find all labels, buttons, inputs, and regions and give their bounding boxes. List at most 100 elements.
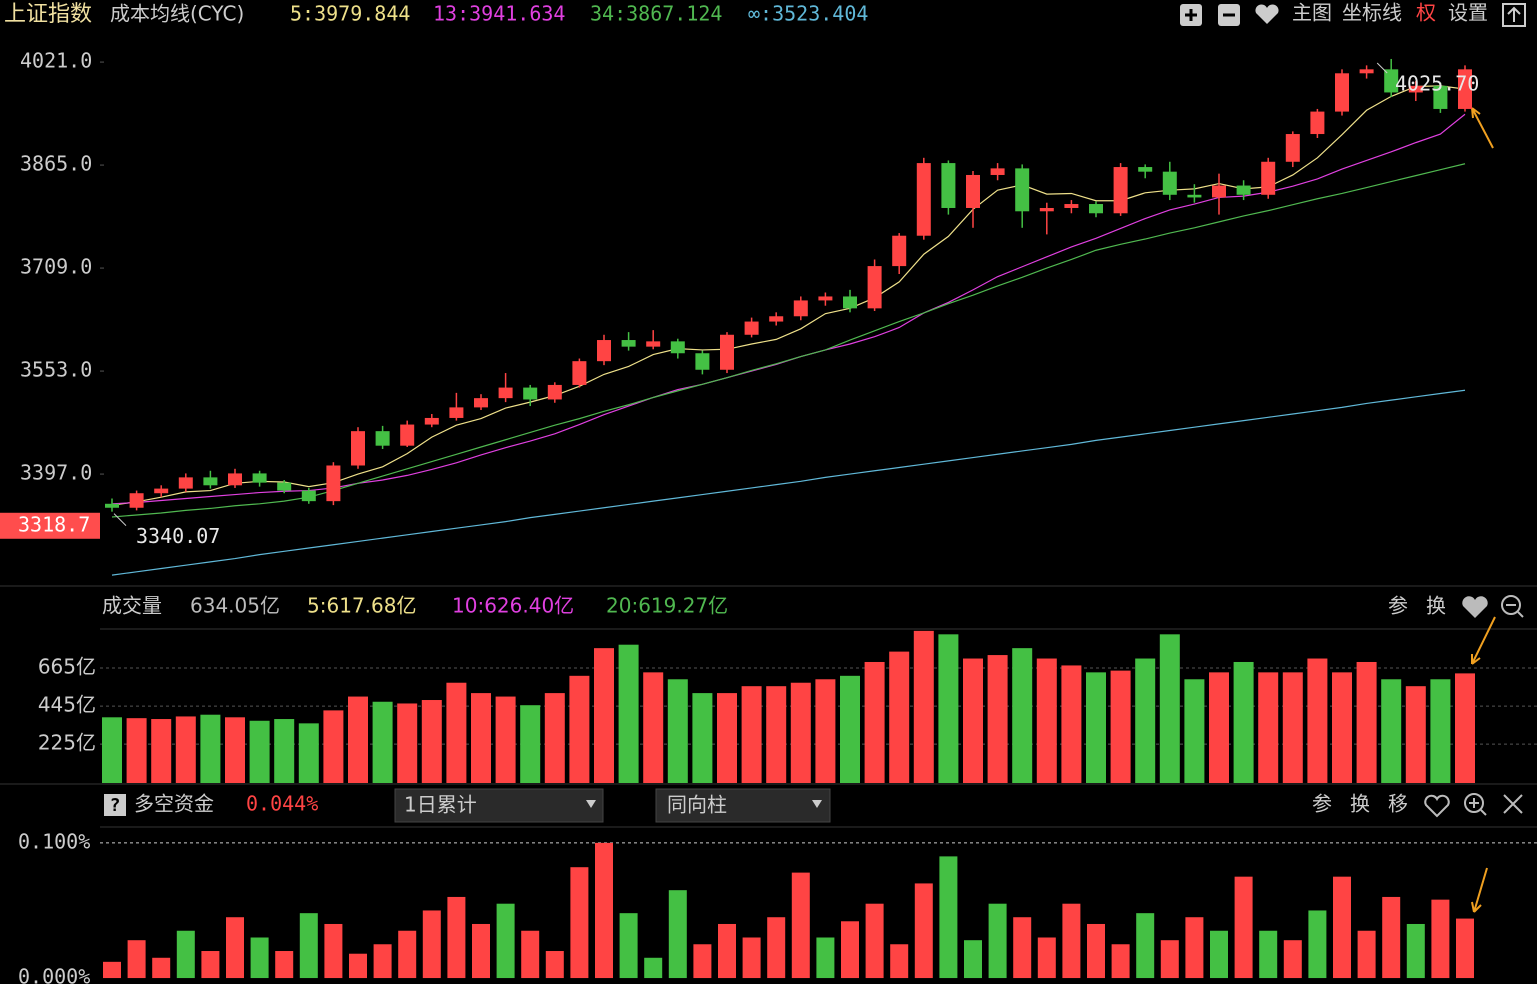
fund-bar: [1062, 903, 1081, 979]
candle-body: [203, 477, 218, 486]
legend-entry: 634.05亿: [190, 594, 280, 618]
fund-bar: [1259, 930, 1278, 979]
candle-body: [818, 296, 833, 301]
candle-body: [301, 490, 316, 502]
favorite-button[interactable]: [1255, 4, 1279, 24]
close-button[interactable]: [1503, 794, 1523, 814]
volume-bar: [1405, 686, 1426, 783]
candle-body: [1113, 167, 1128, 214]
candle-body: [646, 341, 661, 347]
svg-text:?: ?: [110, 795, 121, 816]
fund-bar: [127, 940, 146, 979]
volume-bar: [520, 705, 541, 783]
fund-bar: [299, 913, 318, 979]
volume-bar: [249, 720, 270, 783]
fund-bar: [693, 944, 712, 979]
favorite-button[interactable]: [1462, 596, 1488, 618]
zoom-in-button[interactable]: [1180, 4, 1202, 26]
volume-bar: [471, 693, 491, 783]
candle-body: [1359, 69, 1374, 74]
fund-bar: [447, 896, 466, 979]
arrow: [1471, 867, 1488, 913]
toolbar-item[interactable]: 主图: [1292, 1, 1332, 25]
candle-body: [277, 482, 292, 491]
fund-bar: [201, 951, 220, 979]
high-annotation: 4025.70: [1395, 71, 1479, 95]
volume-bar: [1282, 672, 1303, 783]
fund-bar: [398, 930, 417, 979]
fund-bar: [1382, 896, 1401, 979]
annotation-arrow: [113, 513, 127, 527]
volume-bar: [667, 679, 688, 783]
candle-body: [916, 163, 931, 236]
volume-bar: [102, 717, 122, 783]
candle-body: [966, 174, 980, 208]
volume-bar: [569, 675, 590, 783]
volume-bar: [1209, 672, 1229, 783]
candle-body: [1015, 168, 1030, 212]
fund-bar: [1406, 923, 1425, 979]
arrow: [1471, 107, 1494, 149]
zoom-button[interactable]: [1501, 595, 1524, 618]
volume-bar: [1135, 658, 1156, 783]
candle-body: [326, 465, 341, 502]
fund-bar: [1160, 940, 1179, 979]
dropdown[interactable]: [655, 788, 831, 823]
pane-button[interactable]: 移: [1388, 792, 1408, 816]
toolbar-item[interactable]: 坐标线: [1342, 1, 1402, 25]
dropdown[interactable]: [394, 788, 604, 823]
dropdown-label[interactable]: 1日累计: [404, 793, 477, 817]
fund-bar: [1308, 910, 1327, 979]
fund-bar: [914, 883, 933, 979]
candle-body: [1261, 161, 1276, 195]
candle-body: [449, 407, 464, 418]
volume-bar: [421, 700, 442, 783]
candle-body: [1236, 185, 1251, 195]
fund-bar: [1431, 899, 1450, 979]
candle-body: [1433, 85, 1448, 109]
toolbar-item[interactable]: 设置: [1448, 1, 1488, 25]
fund-bar: [545, 951, 564, 979]
candle-body: [474, 398, 488, 408]
fund-bar: [964, 940, 982, 979]
help-button[interactable]: ?: [104, 794, 126, 816]
dropdown-label[interactable]: 同向柱: [667, 793, 727, 817]
ma-legend: 5:3979.844 13:3941.634 34:3867.124 ∞:3523.4…: [290, 2, 868, 26]
candle-body: [744, 321, 759, 335]
volume-bar: [372, 701, 393, 783]
toolbar-item[interactable]: 权: [1416, 1, 1436, 25]
candle-body: [892, 235, 907, 267]
candle-body: [1408, 85, 1423, 93]
pane-button[interactable]: 参: [1388, 594, 1408, 618]
volume-bar: [323, 710, 344, 783]
legend-entry: 34:3867.124: [590, 2, 722, 26]
collapse-button[interactable]: [1502, 3, 1526, 27]
current-price-label: 3318.7: [18, 512, 90, 536]
pane-button[interactable]: 换: [1350, 792, 1370, 816]
candle-body: [572, 361, 587, 385]
volume-bar: [200, 714, 221, 783]
zoom-out-button[interactable]: [1218, 4, 1240, 26]
candle-body: [547, 384, 562, 400]
volume-bar: [1061, 665, 1082, 783]
volume-bar: [913, 630, 934, 783]
candle-body: [1335, 73, 1349, 112]
pane-button[interactable]: 参: [1312, 792, 1332, 816]
fund-bar: [865, 903, 884, 979]
volume-bar: [618, 644, 639, 783]
y-tick-label: 225亿: [38, 731, 96, 755]
pane-button[interactable]: 换: [1426, 594, 1446, 618]
favorite-button[interactable]: [1424, 794, 1450, 818]
volume-bar: [348, 696, 368, 783]
volume-bar: [1159, 634, 1180, 783]
candle-body: [990, 168, 1005, 175]
zoom-button[interactable]: [1464, 793, 1487, 816]
fund-bar: [1185, 917, 1204, 979]
volume-bar: [889, 651, 910, 783]
volume-bar: [987, 655, 1008, 783]
volume-bar: [963, 658, 983, 783]
volume-bar: [766, 686, 787, 783]
fund-bar: [1210, 930, 1228, 979]
